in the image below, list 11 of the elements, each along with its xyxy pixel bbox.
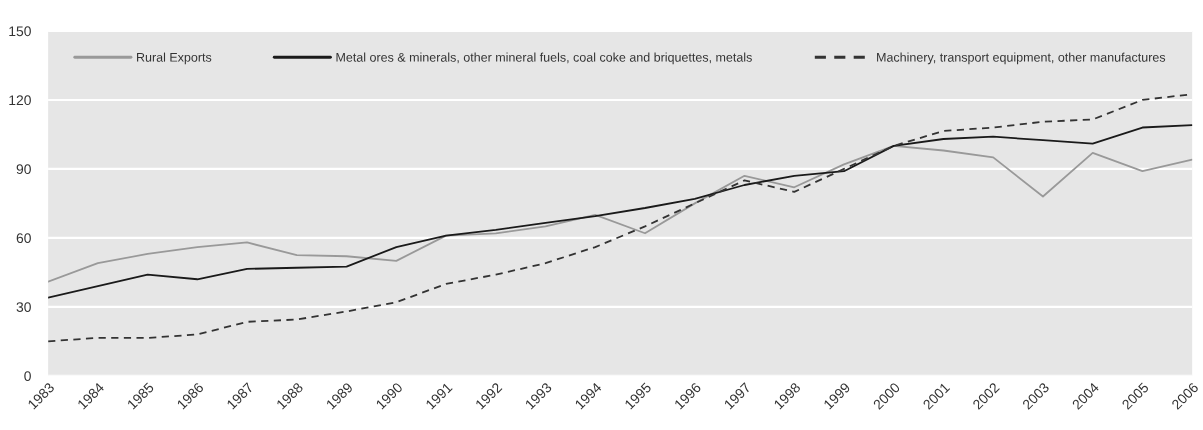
legend-label: Metal ores & minerals, other mineral fuels, coal coke and briquettes, metals (336, 52, 752, 65)
y-tick-label: 120 (9, 95, 31, 106)
line-series (48, 124, 1193, 299)
y-tick-label: 150 (9, 26, 31, 37)
y-tick-label: 30 (16, 302, 31, 313)
y-tick-label: 0 (24, 371, 31, 381)
y-tick-label: 60 (16, 233, 31, 244)
line-series (48, 145, 1193, 283)
y-tick-label: 90 (16, 164, 31, 175)
legend-label: Rural Exports (137, 52, 212, 65)
legend-label: Machinery, transport equipment, other manufactures (877, 52, 1166, 65)
